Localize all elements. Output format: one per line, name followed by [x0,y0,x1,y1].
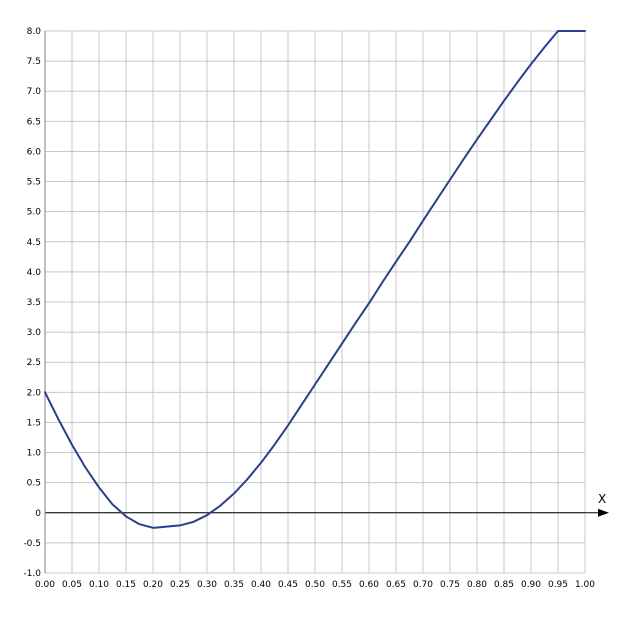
x-tick-label: 1.00 [575,580,595,590]
x-axis-arrow-icon [598,508,609,517]
x-tick-label: 0.00 [35,580,55,590]
x-tick-label: 0.65 [386,580,406,590]
x-tick-label: 0.60 [359,580,379,590]
y-tick-label: 4.5 [27,238,41,248]
x-tick-label: 0.30 [197,580,217,590]
x-tick-label: 0.50 [305,580,325,590]
x-tick-label: 0.15 [116,580,136,590]
y-tick-label: -0.5 [23,539,41,549]
y-tick-label: 7.5 [27,57,41,67]
y-tick-label: 5.0 [27,208,42,218]
y-tick-label: 3.0 [27,328,42,338]
x-tick-label: 0.80 [467,580,487,590]
x-tick-label: 0.20 [143,580,163,590]
x-tick-label: 0.40 [251,580,271,590]
x-tick-label: 0.45 [278,580,298,590]
y-axis-tick-labels: -1.0 -0.5 0 0.5 1.0 1.5 2.0 2.5 3.0 3.5 4.0 4.5 5.0 5… [23,27,41,579]
x-tick-label: 0.90 [521,580,541,590]
y-tick-label: 2.0 [27,388,42,398]
x-tick-label: 0.55 [332,580,352,590]
y-tick-label: 0.5 [27,479,41,489]
y-tick-label: 1.0 [27,449,42,459]
x-tick-label: 0.70 [413,580,433,590]
y-tick-label: 5.5 [27,178,41,188]
y-tick-label: 1.5 [27,418,41,428]
x-axis-label: X [598,492,606,506]
x-tick-label: 0.75 [440,580,460,590]
x-axis-tick-labels: 0.00 0.05 0.10 0.15 0.20 0.25 0.30 0.35 0.40 0.45… [35,580,595,590]
x-tick-label: 0.85 [494,580,514,590]
y-tick-label: 0 [35,509,41,519]
x-tick-label: 0.10 [89,580,109,590]
y-tick-label: 8.0 [27,27,42,37]
y-tick-label: 6.5 [27,117,41,127]
y-tick-label: 7.0 [27,87,42,97]
y-tick-label: 3.5 [27,298,41,308]
x-tick-label: 0.95 [548,580,568,590]
y-tick-label: 2.5 [27,358,41,368]
grid [44,30,586,574]
y-tick-label: 6.0 [27,147,42,157]
x-tick-label: 0.35 [224,580,244,590]
series-line [44,30,586,529]
y-tick-label: -1.0 [23,569,41,579]
x-tick-label: 0.05 [62,580,82,590]
x-tick-label: 0.25 [170,580,190,590]
y-tick-label: 4.0 [27,268,42,278]
